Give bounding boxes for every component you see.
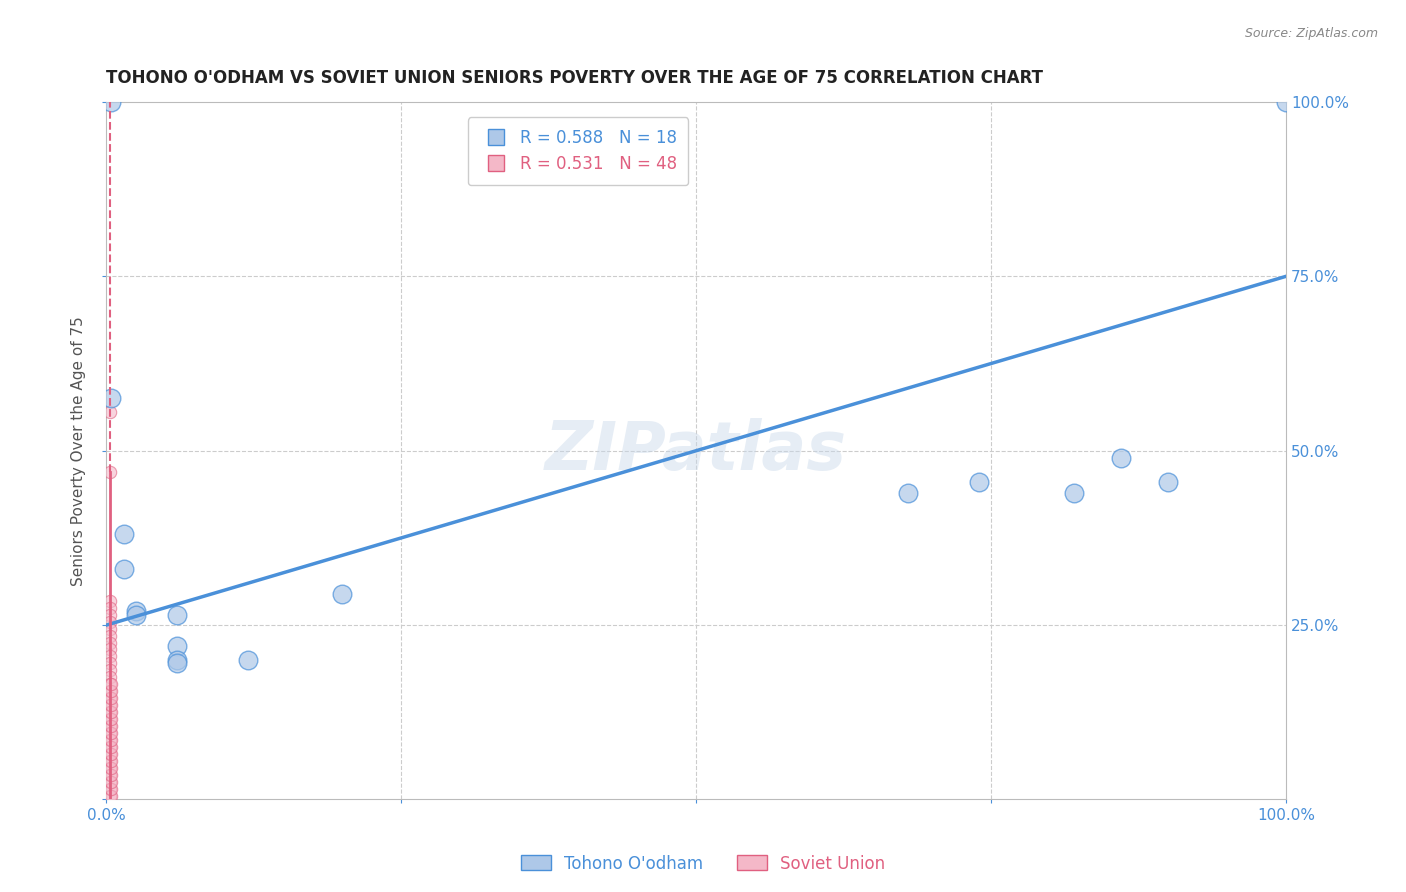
Point: [98, 684, 121, 698]
Point: [1157, 475, 1180, 489]
Point: [98, 691, 121, 706]
Text: ZIPatlas: ZIPatlas: [546, 417, 848, 483]
Point: [100, 733, 122, 747]
Point: [98, 628, 121, 642]
Point: [98, 600, 121, 615]
Point: [100, 747, 122, 761]
Point: [98, 670, 121, 684]
Point: [330, 587, 353, 601]
Point: [125, 607, 148, 622]
Point: [98, 733, 121, 747]
Point: [100, 789, 122, 803]
Point: [100, 768, 122, 782]
Point: [897, 485, 920, 500]
Point: [967, 475, 990, 489]
Point: [98, 768, 121, 782]
Legend: Tohono O'odham, Soviet Union: Tohono O'odham, Soviet Union: [515, 848, 891, 880]
Point: [98, 635, 121, 649]
Point: [98, 775, 121, 789]
Point: [166, 607, 188, 622]
Point: [100, 392, 122, 406]
Point: [98, 747, 121, 761]
Point: [98, 642, 121, 657]
Point: [98, 706, 121, 720]
Point: [98, 657, 121, 671]
Point: [100, 740, 122, 755]
Point: [100, 684, 122, 698]
Point: [100, 706, 122, 720]
Point: [98, 719, 121, 733]
Point: [98, 607, 121, 622]
Point: [98, 782, 121, 797]
Y-axis label: Seniors Poverty Over the Age of 75: Seniors Poverty Over the Age of 75: [72, 316, 86, 585]
Point: [100, 677, 122, 691]
Point: [98, 698, 121, 713]
Point: [100, 698, 122, 713]
Legend: R = 0.588   N = 18, R = 0.531   N = 48: R = 0.588 N = 18, R = 0.531 N = 48: [468, 117, 689, 185]
Point: [100, 719, 122, 733]
Point: [98, 712, 121, 726]
Point: [125, 604, 148, 618]
Point: [98, 405, 121, 419]
Text: Source: ZipAtlas.com: Source: ZipAtlas.com: [1244, 27, 1378, 40]
Point: [100, 691, 122, 706]
Point: [98, 649, 121, 664]
Point: [98, 664, 121, 678]
Point: [100, 761, 122, 775]
Point: [100, 775, 122, 789]
Point: [98, 740, 121, 755]
Point: [166, 639, 188, 653]
Point: [166, 653, 188, 667]
Point: [98, 726, 121, 740]
Point: [98, 622, 121, 636]
Point: [98, 754, 121, 768]
Point: [112, 562, 135, 576]
Point: [98, 615, 121, 629]
Point: [100, 754, 122, 768]
Text: TOHONO O'ODHAM VS SOVIET UNION SENIORS POVERTY OVER THE AGE OF 75 CORRELATION CH: TOHONO O'ODHAM VS SOVIET UNION SENIORS P…: [107, 69, 1043, 87]
Point: [100, 726, 122, 740]
Point: [98, 789, 121, 803]
Point: [236, 653, 259, 667]
Point: [98, 593, 121, 607]
Point: [1063, 485, 1085, 500]
Point: [1109, 450, 1132, 465]
Point: [100, 95, 122, 109]
Point: [98, 761, 121, 775]
Point: [100, 782, 122, 797]
Point: [100, 712, 122, 726]
Point: [98, 465, 121, 479]
Point: [1275, 95, 1298, 109]
Point: [166, 657, 188, 671]
Point: [98, 677, 121, 691]
Point: [112, 527, 135, 541]
